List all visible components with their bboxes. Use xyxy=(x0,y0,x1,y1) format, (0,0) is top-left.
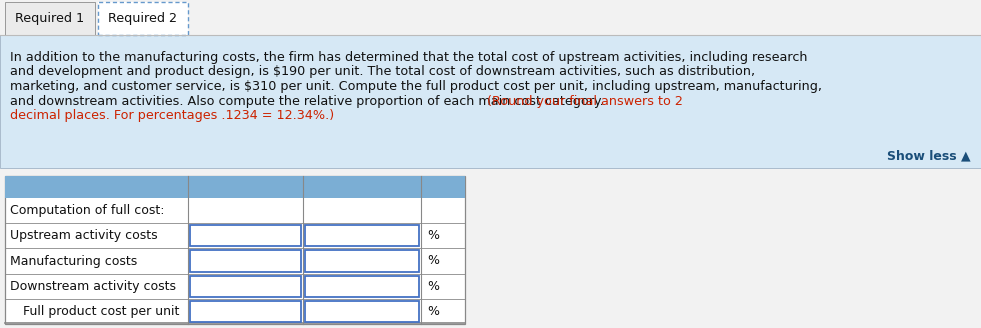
Text: and development and product design, is $190 per unit. The total cost of downstre: and development and product design, is $… xyxy=(10,66,755,78)
Text: %: % xyxy=(427,305,439,318)
Text: In addition to the manufacturing costs, the firm has determined that the total c: In addition to the manufacturing costs, … xyxy=(10,51,807,64)
Text: Downstream activity costs: Downstream activity costs xyxy=(10,280,176,293)
Bar xyxy=(305,301,419,322)
Text: Show less ▲: Show less ▲ xyxy=(888,150,971,162)
Text: Full product cost per unit: Full product cost per unit xyxy=(23,305,180,318)
Text: Required 2: Required 2 xyxy=(109,12,178,25)
Bar xyxy=(5,176,465,198)
Text: decimal places. For percentages .1234 = 12.34%.): decimal places. For percentages .1234 = … xyxy=(10,109,335,122)
Bar xyxy=(190,276,301,297)
Text: Computation of full cost:: Computation of full cost: xyxy=(10,204,165,217)
Bar xyxy=(190,225,301,246)
Bar xyxy=(5,176,465,324)
Bar xyxy=(5,2,95,35)
Text: Required 1: Required 1 xyxy=(16,12,84,25)
Text: %: % xyxy=(427,280,439,293)
Bar xyxy=(98,2,188,35)
Text: %: % xyxy=(427,229,439,242)
Bar xyxy=(98,2,188,35)
Text: marketing, and customer service, is $310 per unit. Compute the full product cost: marketing, and customer service, is $310… xyxy=(10,80,822,93)
Bar xyxy=(190,250,301,272)
Text: and downstream activities. Also compute the relative proportion of each main cos: and downstream activities. Also compute … xyxy=(10,94,608,108)
Text: Upstream activity costs: Upstream activity costs xyxy=(10,229,158,242)
Text: Manufacturing costs: Manufacturing costs xyxy=(10,255,137,268)
Bar xyxy=(305,250,419,272)
Text: %: % xyxy=(427,255,439,268)
Bar xyxy=(0,35,981,168)
Bar xyxy=(305,276,419,297)
Bar xyxy=(0,0,981,35)
Bar xyxy=(190,301,301,322)
Bar xyxy=(305,225,419,246)
Text: (Round your final answers to 2: (Round your final answers to 2 xyxy=(487,94,683,108)
